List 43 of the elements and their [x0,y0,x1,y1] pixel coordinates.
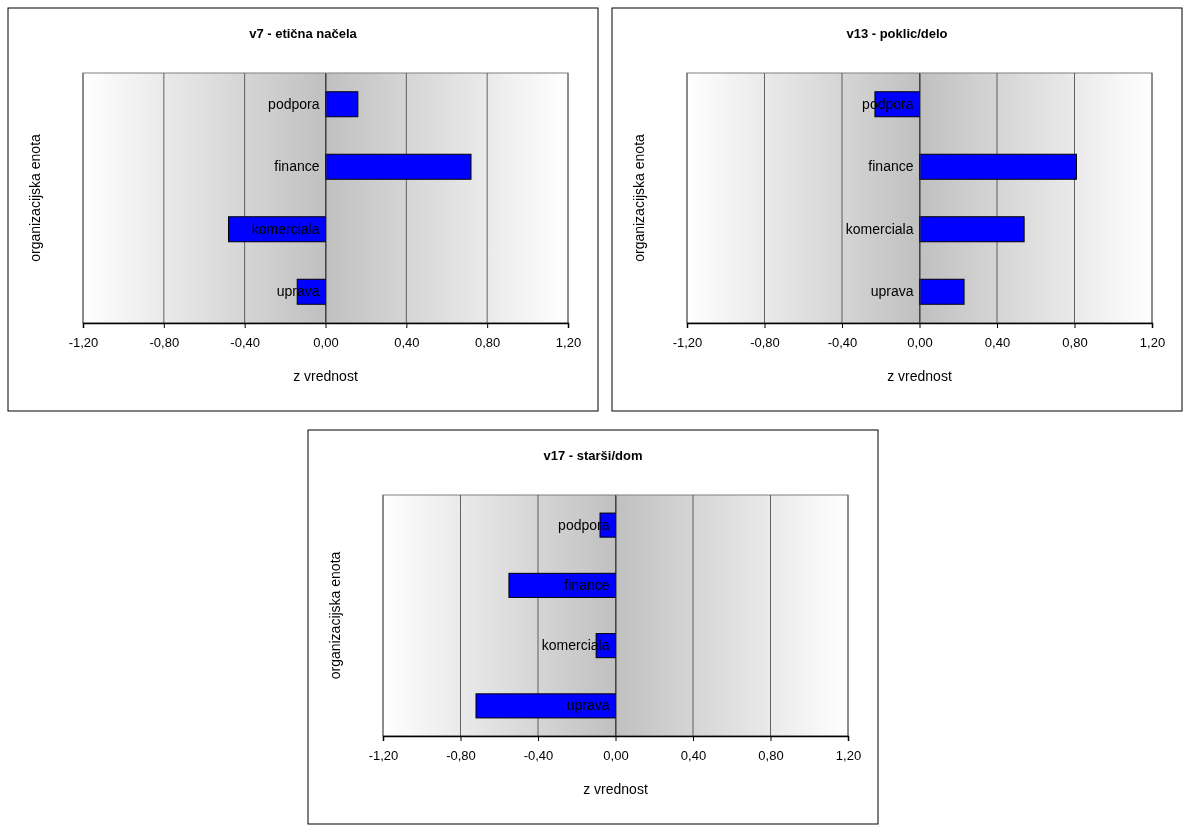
x-tick-label: 0,00 [603,747,629,763]
x-tick-label: -0,80 [446,747,476,763]
x-tick-label: -1,20 [368,747,399,763]
x-tick-label: 1,20 [835,747,862,763]
y-tick-label: komerciala [251,220,320,237]
x-tick-label: 0,80 [475,334,501,350]
x-tick-label: 0,00 [907,334,933,350]
x-tick-label: 0,40 [394,334,420,350]
x-tick-label: -0,40 [230,334,260,350]
x-tick-label: -0,80 [750,334,780,350]
x-tick-label: 1,20 [1139,334,1166,350]
x-tick-label: 0,80 [1062,334,1088,350]
bar [325,91,359,118]
y-tick-label: podpora [268,95,320,112]
x-tick-label: 0,40 [680,747,707,763]
chart-title: v13 - poklic/delo [846,26,948,41]
chart-title: v7 - etična načela [249,26,358,41]
bar [919,278,965,305]
x-axis-title: z vrednost [293,368,358,384]
x-tick-label: 0,80 [758,747,784,763]
x-tick-label: -0,80 [149,334,180,350]
y-axis-title: organizacijska enota [631,133,647,262]
chart-title: v17 - starši/dom [543,448,643,463]
x-axis-title: z vrednost [887,368,952,384]
y-tick-label: uprava [870,283,914,300]
y-tick-label: uprava [566,697,610,714]
y-tick-label: finance [868,158,914,175]
y-axis-title: organizacijska enota [327,551,343,680]
x-tick-label: 0,00 [313,334,339,350]
x-tick-label: 1,20 [555,334,582,350]
x-axis-title: z vrednost [583,781,648,797]
x-tick-label: -1,20 [68,334,99,350]
bar [919,153,1077,180]
y-tick-label: finance [274,158,320,175]
x-tick-label: -0,40 [827,334,858,350]
y-axis-title: organizacijska enota [27,133,43,262]
y-tick-label: finance [564,576,610,593]
x-tick-label: -0,40 [523,747,554,763]
bar [325,153,472,180]
x-tick-label: 0,40 [984,334,1011,350]
x-tick-label: -1,20 [672,334,703,350]
bar [919,216,1025,243]
y-tick-label: komerciala [845,220,914,237]
